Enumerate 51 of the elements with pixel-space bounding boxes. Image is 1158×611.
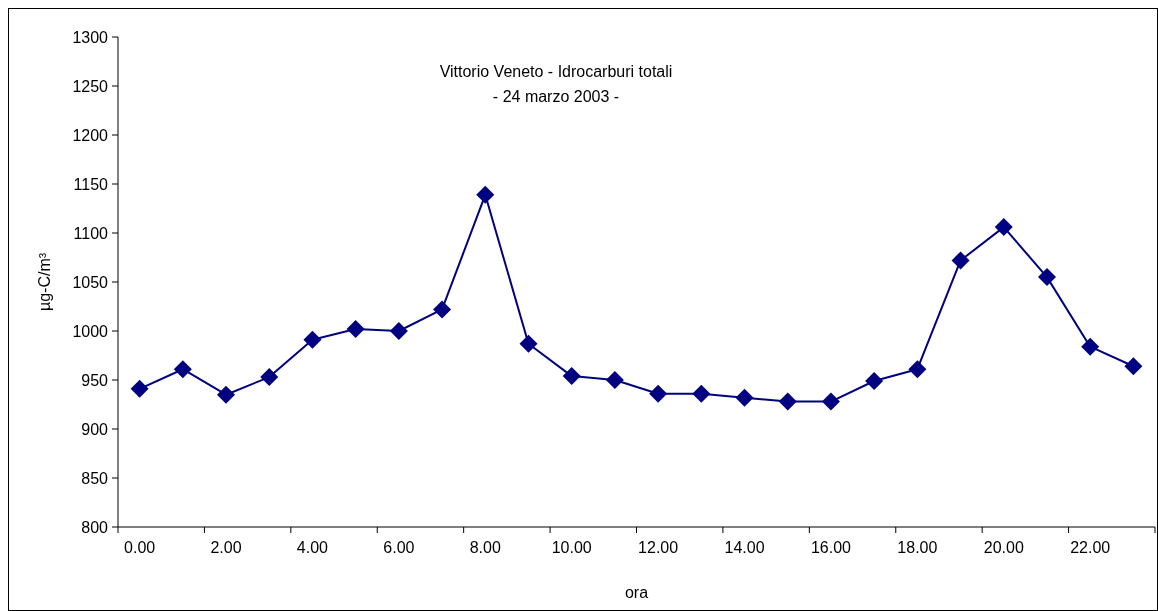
point xyxy=(433,300,452,319)
x-tick-label: 8.00 xyxy=(469,539,501,556)
point xyxy=(130,379,149,398)
point xyxy=(260,368,279,387)
x-tick-label: 10.00 xyxy=(551,539,592,556)
x-tick-label: 6.00 xyxy=(383,539,415,556)
y-tick-label: 1100 xyxy=(73,224,109,242)
y-tick-label: 1050 xyxy=(72,273,109,291)
point xyxy=(173,360,192,379)
x-tick-label: 14.00 xyxy=(724,539,765,556)
y-tick-label: 1150 xyxy=(73,175,109,193)
x-tick-label: 18.00 xyxy=(897,539,938,556)
point xyxy=(649,384,668,403)
point xyxy=(951,251,970,270)
point xyxy=(908,360,927,379)
y-axis-title: µg-C/m³ xyxy=(36,252,53,312)
y-tick-label: 1300 xyxy=(72,28,109,46)
x-tick-label: 2.00 xyxy=(210,539,242,556)
y-tick-label: 850 xyxy=(81,469,109,487)
point xyxy=(865,371,884,390)
point xyxy=(519,334,538,353)
x-tick-label: 20.00 xyxy=(983,539,1024,556)
y-tick-label: 1250 xyxy=(72,77,109,95)
point xyxy=(303,330,322,349)
point xyxy=(476,185,495,204)
x-tick-label: 4.00 xyxy=(296,539,329,556)
point xyxy=(821,392,840,411)
y-tick-label: 1200 xyxy=(72,126,109,144)
point xyxy=(1124,357,1143,376)
x-tick-label: 22.00 xyxy=(1070,539,1111,556)
x-tick-label: 16.00 xyxy=(810,539,852,556)
x-axis-title: ora xyxy=(624,584,649,601)
y-tick-label: 950 xyxy=(81,371,109,389)
text: Vittorio Veneto - Idrocarburi totali xyxy=(439,63,673,80)
text: - 24 marzo 2003 - xyxy=(492,88,620,105)
point xyxy=(1081,337,1100,356)
point xyxy=(346,320,365,339)
point xyxy=(994,218,1013,237)
point xyxy=(605,371,624,389)
point xyxy=(217,385,236,404)
y-tick-label: 900 xyxy=(81,420,109,438)
point xyxy=(389,322,408,340)
point xyxy=(692,384,711,403)
point xyxy=(778,392,797,411)
point xyxy=(562,367,581,386)
y-tick-label: 1000 xyxy=(72,322,109,340)
point xyxy=(1037,268,1056,287)
x-tick-label: 12.00 xyxy=(638,539,679,556)
y-tick-label: 800 xyxy=(81,518,109,536)
point xyxy=(735,388,754,407)
x-tick-label: 0.00 xyxy=(124,539,156,556)
